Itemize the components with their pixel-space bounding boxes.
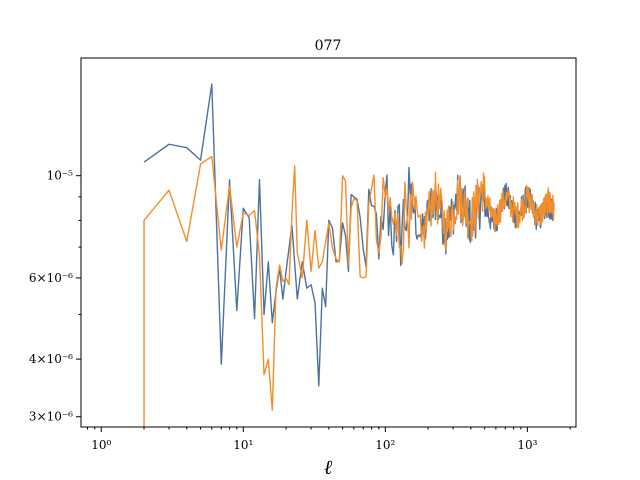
x-tick-label: 10³ <box>517 438 537 452</box>
x-axis-label: ℓ <box>324 455 333 479</box>
y-tick-label: 3×10⁻⁶ <box>29 410 73 424</box>
series-line-1 <box>143 83 555 387</box>
x-tick-label: 10² <box>375 438 395 452</box>
x-axis: 10⁰ 10¹ 10² 10³ <box>86 427 571 452</box>
y-tick-label: 10⁻⁵ <box>47 169 74 183</box>
chart-title: 077 <box>315 38 342 54</box>
x-tick-label: 10¹ <box>233 438 253 452</box>
series-line-2 <box>143 155 555 427</box>
y-axis: 10⁻⁵ 6×10⁻⁶ 4×10⁻⁶ 3×10⁻⁶ <box>29 169 81 424</box>
x-tick-label: 10⁰ <box>91 438 111 452</box>
y-tick-label: 6×10⁻⁶ <box>29 271 73 285</box>
plot-area <box>143 83 555 427</box>
y-tick-label: 4×10⁻⁶ <box>29 352 73 366</box>
